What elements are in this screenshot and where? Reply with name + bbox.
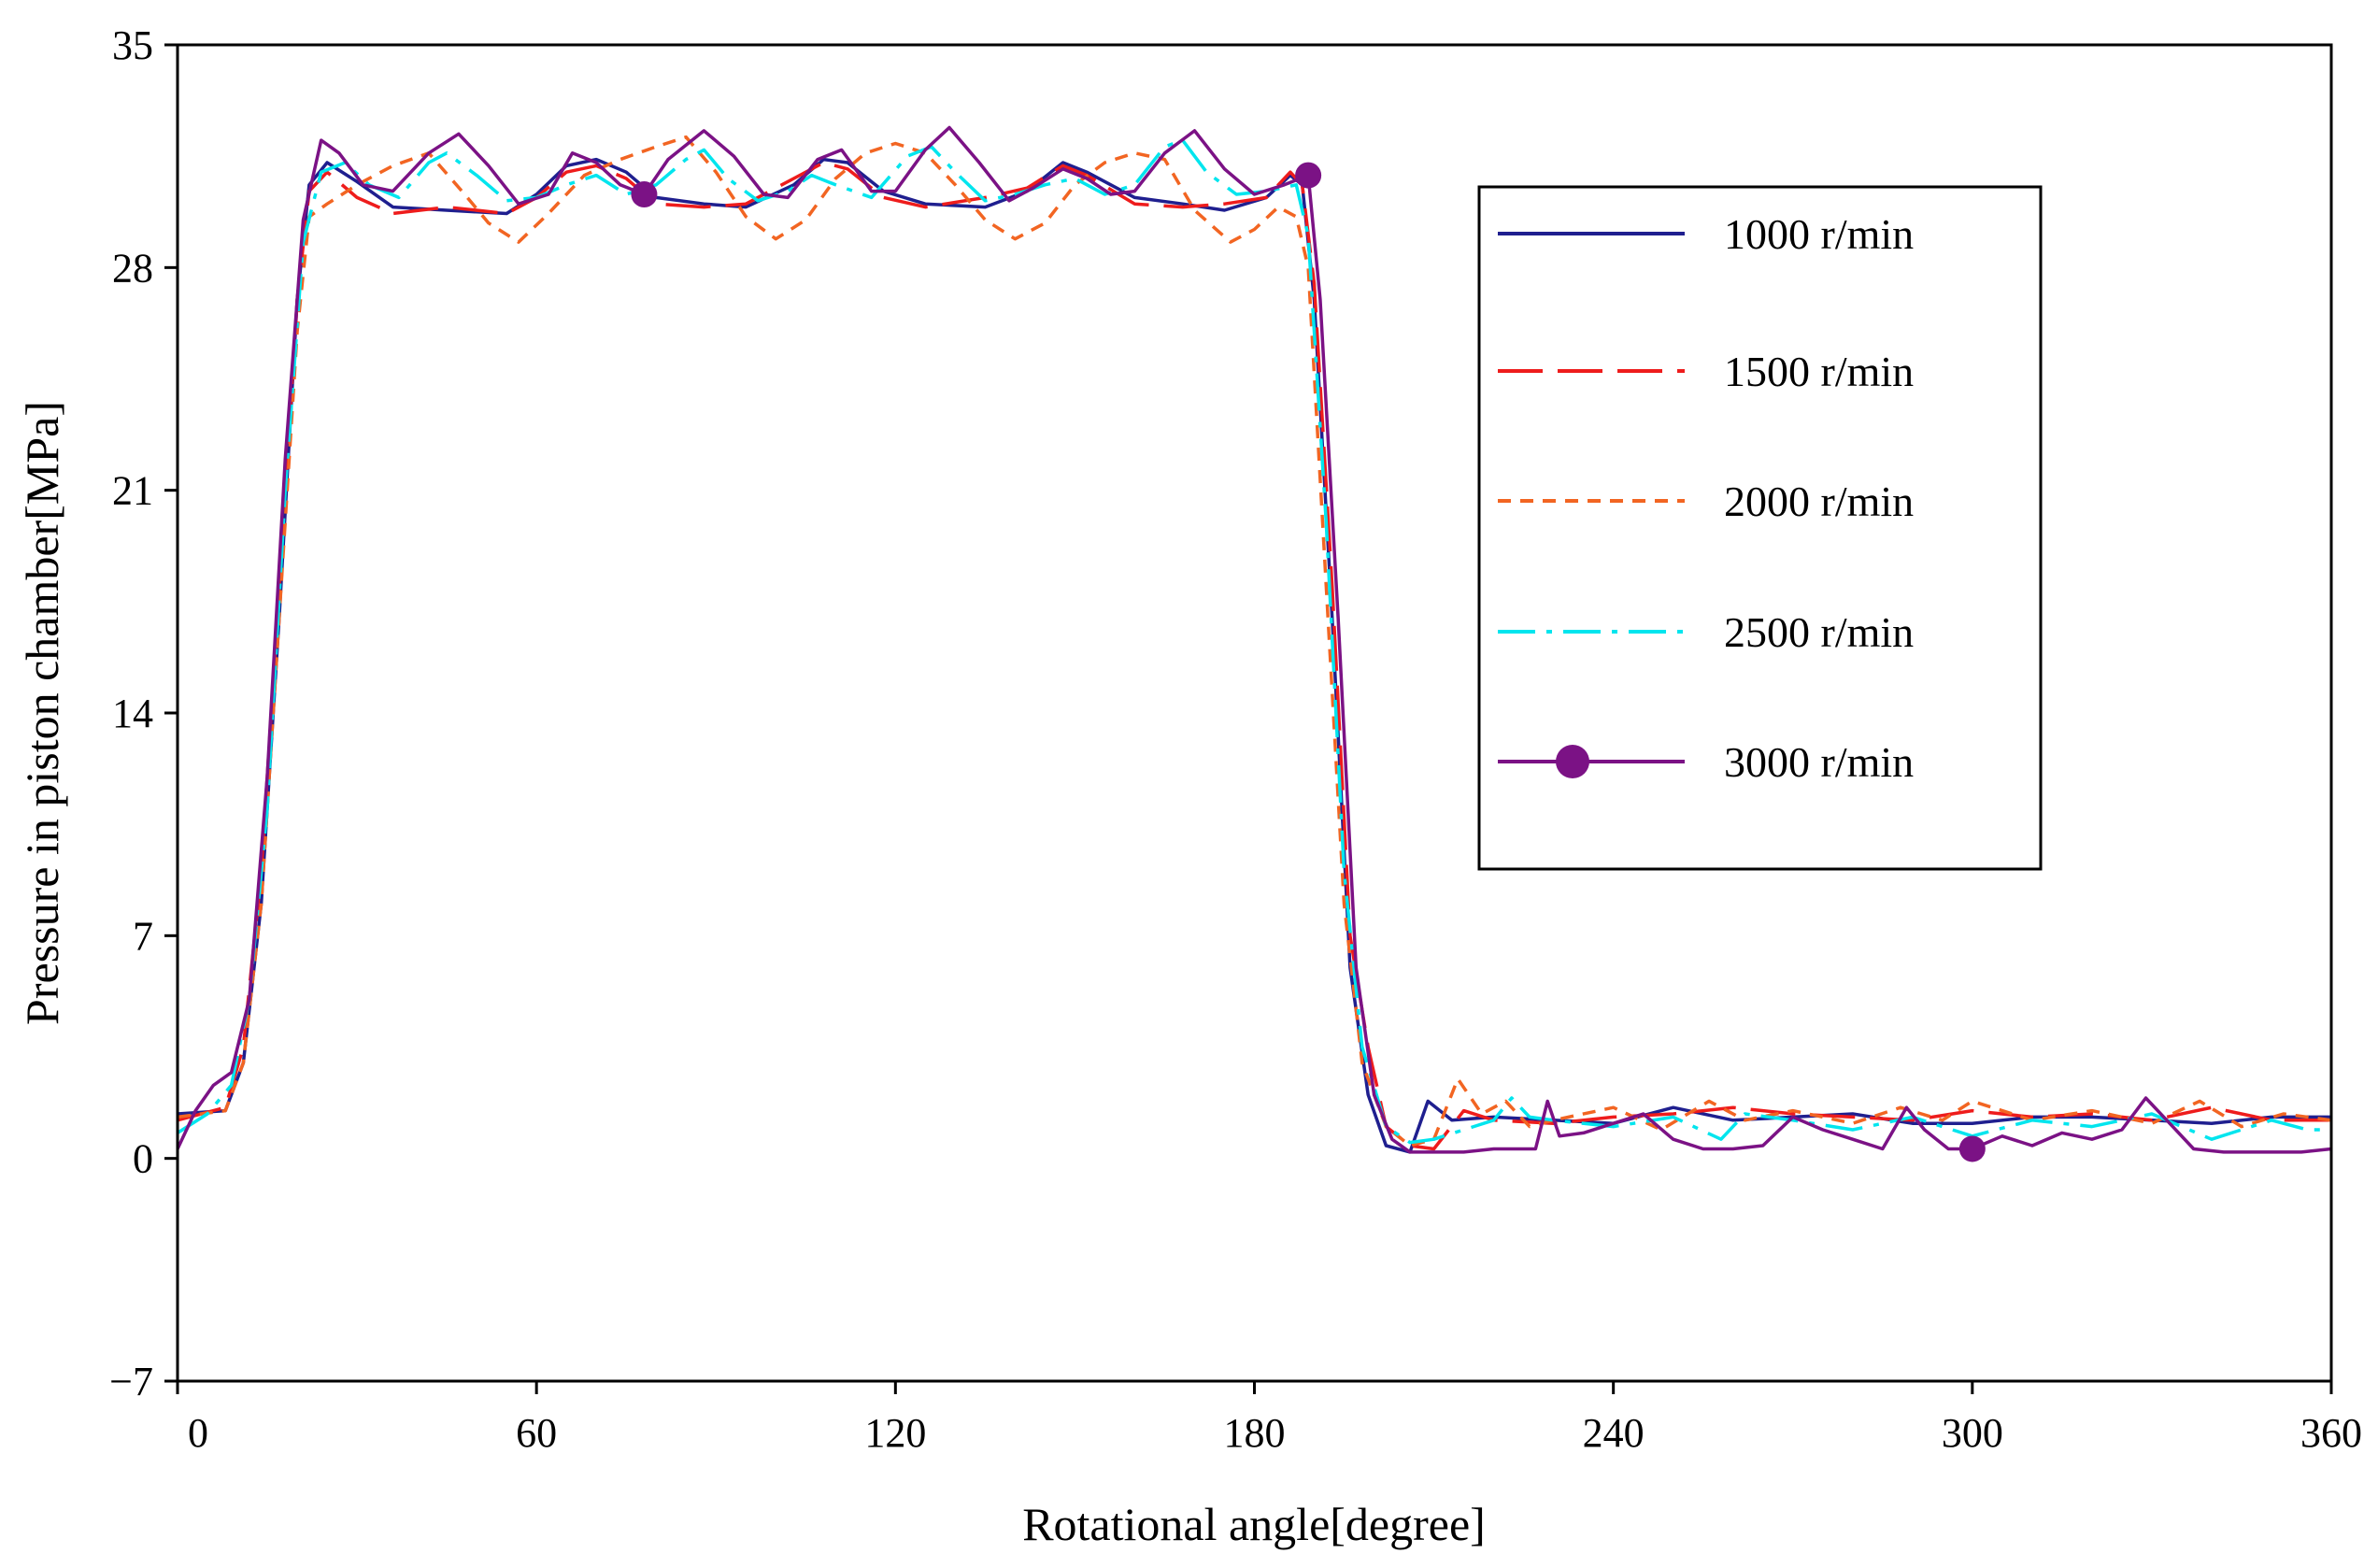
series-line-4 bbox=[177, 138, 2331, 1145]
x-tick-label: 300 bbox=[1942, 1410, 2003, 1456]
y-tick-label: 28 bbox=[112, 245, 153, 291]
legend-label-5: 3000 r/min bbox=[1724, 738, 1914, 786]
y-tick-label: 0 bbox=[133, 1136, 153, 1182]
y-tick-label: −7 bbox=[109, 1359, 153, 1404]
legend-label-2: 1500 r/min bbox=[1724, 348, 1914, 395]
series-line-5 bbox=[176, 125, 2332, 1154]
series-line-3 bbox=[177, 135, 2332, 1147]
series-layer bbox=[176, 125, 2332, 1162]
legend-label-4: 2500 r/min bbox=[1724, 608, 1914, 656]
legend-marker-5 bbox=[1556, 745, 1589, 778]
axis-layer: 0 60 120 180 240 300 360 −7 0 7 14 21 28 35 bbox=[109, 22, 2362, 1456]
series-marker-5 bbox=[1295, 162, 1322, 189]
y-tick-label: 14 bbox=[112, 691, 153, 736]
y-tick-label: 21 bbox=[112, 468, 153, 514]
y-tick-label: 7 bbox=[133, 913, 153, 959]
x-tick-label: 120 bbox=[864, 1410, 926, 1456]
x-axis-title: Rotational angle[degree] bbox=[1022, 1498, 1486, 1550]
legend-label-1: 1000 r/min bbox=[1724, 210, 1914, 258]
legend: 1000 r/min 1500 r/min 2000 r/min 2500 r/min… bbox=[1477, 185, 2043, 871]
x-tick-label: 360 bbox=[2300, 1410, 2362, 1456]
legend-label-3: 2000 r/min bbox=[1724, 478, 1914, 525]
x-tick-label: 0 bbox=[188, 1410, 208, 1456]
x-tick-label: 180 bbox=[1224, 1410, 1286, 1456]
series-marker-5 bbox=[1958, 1135, 1986, 1162]
y-axis-title: Pressure in piston chamber[MPa] bbox=[16, 401, 68, 1025]
y-tick-label: 35 bbox=[112, 22, 153, 68]
series-line-2 bbox=[177, 161, 2331, 1151]
x-tick-label: 60 bbox=[516, 1410, 557, 1456]
series-marker-5 bbox=[631, 181, 658, 208]
x-tick-label: 240 bbox=[1583, 1410, 1645, 1456]
